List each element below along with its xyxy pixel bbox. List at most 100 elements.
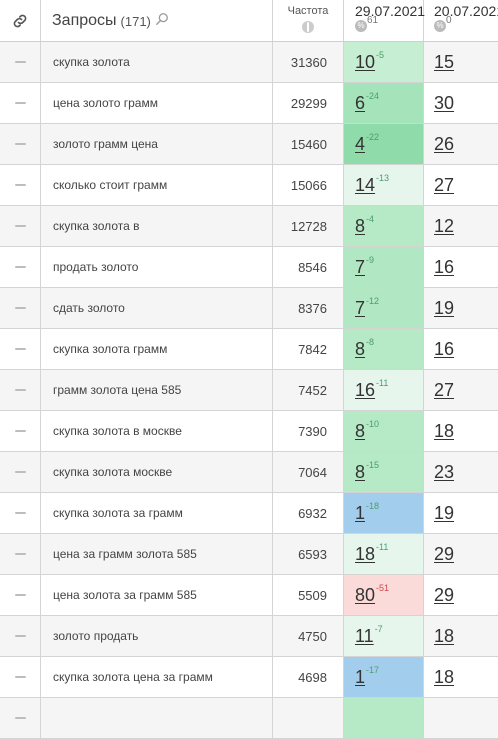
position-link[interactable]: 18	[434, 666, 455, 687]
position-cell-date-2: 16	[424, 329, 498, 369]
query-text: золото грамм цена	[53, 137, 158, 151]
position-link[interactable]: 26	[434, 133, 455, 154]
position-link[interactable]: 8	[355, 338, 366, 359]
row-menu-cell[interactable]	[0, 534, 41, 574]
minus-icon[interactable]	[14, 471, 26, 473]
position-link[interactable]: 29	[434, 543, 455, 564]
position-cell-date-1: 8 -10	[344, 411, 424, 451]
frequency-value: 15460	[290, 136, 327, 152]
position-link[interactable]: 4	[355, 133, 366, 154]
minus-icon[interactable]	[14, 430, 26, 432]
position-link[interactable]: 16	[355, 379, 376, 400]
position-cell-date-2: 23	[424, 452, 498, 492]
position-link[interactable]: 16	[434, 256, 455, 277]
row-menu-cell[interactable]	[0, 165, 41, 205]
minus-icon[interactable]	[14, 184, 26, 186]
minus-icon[interactable]	[14, 143, 26, 145]
position-link[interactable]: 12	[434, 215, 455, 236]
position-link[interactable]: 8	[355, 215, 366, 236]
minus-icon[interactable]	[14, 553, 26, 555]
position-link[interactable]: 8	[355, 420, 366, 441]
table-row: золото грамм цена 15460 4 -22 26	[0, 124, 498, 165]
frequency-value: 15066	[290, 177, 327, 193]
link-column-header[interactable]	[0, 0, 41, 41]
position-link[interactable]: 27	[434, 174, 455, 195]
position-cell-date-1: 11 -7	[344, 616, 424, 656]
date-column-header-1[interactable]: 29.07.2021 % 61	[344, 0, 425, 41]
row-menu-cell[interactable]	[0, 83, 41, 123]
row-menu-cell[interactable]	[0, 370, 41, 410]
minus-icon[interactable]	[14, 676, 26, 678]
top-percent-badge: % 61	[355, 15, 378, 32]
position-link[interactable]: 19	[434, 502, 455, 523]
frequency-cell: 8376	[273, 288, 344, 328]
minus-icon[interactable]	[14, 225, 26, 227]
position-link[interactable]: 11	[355, 625, 374, 646]
table-row: скупка золота за грамм 6932 1 -18 19	[0, 493, 498, 534]
row-menu-cell[interactable]	[0, 288, 41, 328]
minus-icon[interactable]	[14, 389, 26, 391]
frequency-cell: 7842	[273, 329, 344, 369]
minus-icon[interactable]	[14, 348, 26, 350]
position-link[interactable]: 18	[434, 625, 455, 646]
position-link[interactable]: 19	[434, 297, 455, 318]
frequency-cell: 7064	[273, 452, 344, 492]
table-row: золото продать 4750 11 -7 18	[0, 616, 498, 657]
position-link[interactable]: 18	[434, 420, 455, 441]
minus-icon[interactable]	[14, 61, 26, 63]
position-link[interactable]: 7	[355, 256, 366, 277]
row-menu-cell[interactable]	[0, 575, 41, 615]
position-link[interactable]: 30	[434, 92, 455, 113]
position-cell-date-2	[424, 698, 498, 738]
queries-column-header[interactable]: Запросы (171)	[41, 0, 273, 41]
row-menu-cell[interactable]	[0, 452, 41, 492]
position-link[interactable]: 29	[434, 584, 455, 605]
minus-icon[interactable]	[14, 512, 26, 514]
position-link[interactable]: 18	[355, 543, 376, 564]
position-cell-date-1: 7 -9	[344, 247, 424, 287]
minus-icon[interactable]	[14, 594, 26, 596]
position-change: -9	[366, 255, 375, 265]
position-link[interactable]: 7	[355, 297, 366, 318]
row-menu-cell[interactable]	[0, 247, 41, 287]
query-cell	[41, 698, 273, 738]
frequency-value: 6593	[298, 546, 327, 562]
minus-icon[interactable]	[14, 635, 26, 637]
row-menu-cell[interactable]	[0, 206, 41, 246]
minus-icon[interactable]	[14, 266, 26, 268]
globe-icon	[302, 21, 314, 33]
row-menu-cell[interactable]	[0, 42, 41, 82]
minus-icon[interactable]	[14, 307, 26, 309]
position-link[interactable]: 10	[355, 51, 376, 72]
frequency-column-header[interactable]: Частота	[273, 0, 344, 41]
row-menu-cell[interactable]	[0, 411, 41, 451]
position-link[interactable]: 16	[434, 338, 455, 359]
query-text: золото продать	[53, 629, 139, 643]
minus-icon[interactable]	[14, 102, 26, 104]
position-link[interactable]: 8	[355, 461, 366, 482]
minus-icon[interactable]	[14, 717, 26, 719]
top-percent-badge: % 0	[434, 15, 452, 32]
position-link[interactable]: 15	[434, 51, 455, 72]
search-icon[interactable]	[155, 12, 169, 26]
position-change: -10	[366, 419, 380, 429]
row-menu-cell[interactable]	[0, 124, 41, 164]
row-menu-cell[interactable]	[0, 329, 41, 369]
row-menu-cell[interactable]	[0, 657, 41, 697]
row-menu-cell[interactable]	[0, 616, 41, 656]
position-link[interactable]: 80	[355, 584, 376, 605]
query-text: скупка золота цена за грамм	[53, 670, 213, 684]
position-link[interactable]: 23	[434, 461, 455, 482]
table-row	[0, 698, 498, 739]
position-change: -51	[376, 583, 390, 593]
position-link[interactable]: 14	[355, 174, 376, 195]
position-link[interactable]: 27	[434, 379, 455, 400]
position-link[interactable]: 1	[355, 666, 366, 687]
row-menu-cell[interactable]	[0, 698, 41, 738]
date-column-header-2[interactable]: 20.07.2021 % 0	[424, 0, 498, 41]
row-menu-cell[interactable]	[0, 493, 41, 533]
position-link[interactable]: 6	[355, 92, 366, 113]
position-cell-date-2: 26	[424, 124, 498, 164]
position-link[interactable]: 1	[355, 502, 366, 523]
link-icon[interactable]	[11, 12, 29, 30]
